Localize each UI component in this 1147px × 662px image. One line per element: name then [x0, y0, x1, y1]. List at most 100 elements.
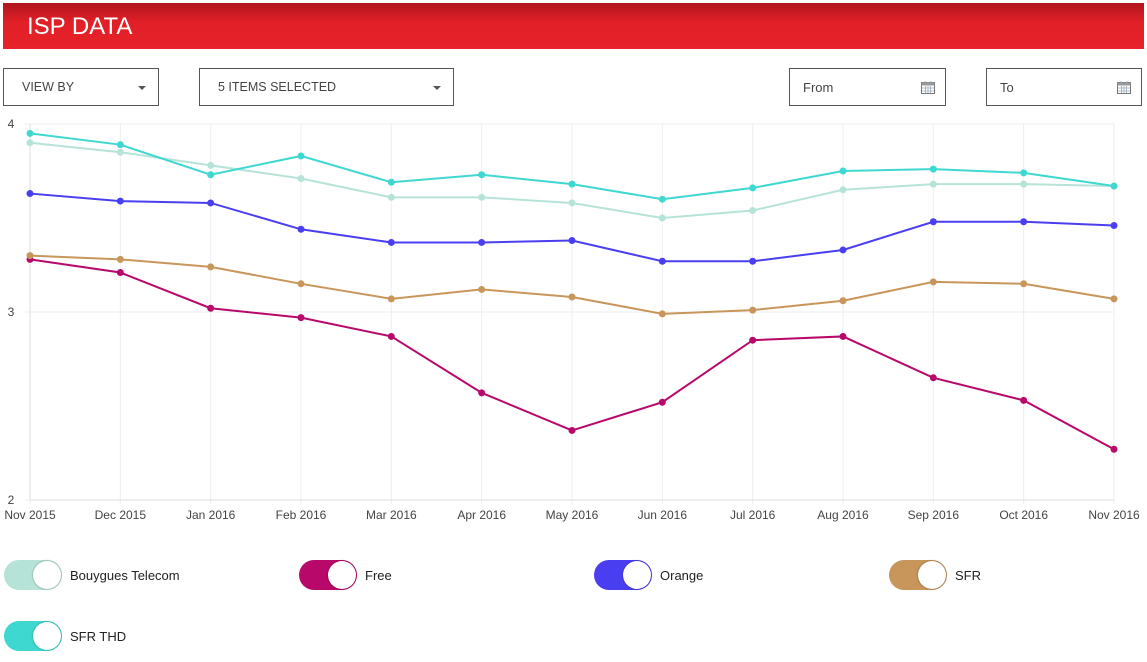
data-point-orange	[839, 246, 847, 254]
x-tick-label: Apr 2016	[457, 508, 506, 522]
data-point-bouygues-telecom	[207, 161, 215, 169]
data-point-bouygues-telecom	[658, 214, 666, 222]
data-point-orange	[749, 257, 757, 265]
data-point-orange	[26, 190, 34, 198]
items-select-dropdown[interactable]: 5 ITEMS SELECTED	[199, 68, 454, 106]
data-point-sfr-thd	[387, 178, 395, 186]
data-point-bouygues-telecom	[387, 193, 395, 201]
toggle-knob	[33, 622, 61, 650]
series-toggle[interactable]	[299, 560, 357, 590]
data-point-free	[478, 389, 486, 397]
x-tick-label: Dec 2015	[95, 508, 147, 522]
data-point-free	[1020, 396, 1028, 404]
data-point-sfr-thd	[568, 180, 576, 188]
x-tick-label: Nov 2016	[1088, 508, 1140, 522]
toggle-knob	[33, 561, 61, 589]
data-point-sfr-thd	[929, 165, 937, 173]
data-point-sfr-thd	[116, 141, 124, 149]
data-point-bouygues-telecom	[297, 175, 305, 183]
data-point-free	[207, 304, 215, 312]
data-point-sfr	[749, 306, 757, 314]
data-point-sfr-thd	[1020, 169, 1028, 177]
data-point-sfr-thd	[297, 152, 305, 160]
data-point-free	[387, 332, 395, 340]
x-tick-label: Mar 2016	[366, 508, 417, 522]
x-tick-label: Jan 2016	[186, 508, 236, 522]
to-placeholder: To	[1000, 79, 1014, 95]
legend-label: SFR THD	[70, 628, 127, 644]
calendar-icon[interactable]	[921, 80, 935, 94]
data-point-sfr	[116, 255, 124, 263]
legend-label: Bouygues Telecom	[70, 567, 180, 583]
x-tick-label: Jul 2016	[730, 508, 776, 522]
toggle-knob	[918, 561, 946, 589]
calendar-icon[interactable]	[1117, 80, 1131, 94]
y-tick-label: 2	[8, 493, 15, 507]
data-point-orange	[929, 218, 937, 226]
data-point-sfr-thd	[26, 129, 34, 137]
view-by-dropdown[interactable]: VIEW BY	[3, 68, 159, 106]
data-point-bouygues-telecom	[568, 199, 576, 207]
data-point-sfr-thd	[1110, 182, 1118, 190]
data-point-orange	[297, 225, 305, 233]
toggle-knob	[623, 561, 651, 589]
data-point-sfr	[297, 280, 305, 288]
line-chart: 2 3 4 Nov 2015 Dec 2015 Jan 2016 Feb 2016 Mar 2…	[4, 117, 1140, 522]
legend-label: Free	[365, 567, 392, 583]
page-title: ISP DATA	[27, 13, 133, 40]
x-tick-label: May 2016	[546, 508, 599, 522]
data-point-free	[839, 332, 847, 340]
data-point-free	[749, 336, 757, 344]
data-point-sfr-thd	[749, 184, 757, 192]
data-point-sfr	[478, 285, 486, 293]
data-point-free	[658, 398, 666, 406]
toggle-knob	[328, 561, 356, 589]
view-by-label: VIEW BY	[22, 80, 75, 94]
data-point-orange	[1020, 218, 1028, 226]
legend-item-orange[interactable]: Orange	[594, 560, 703, 590]
items-selected-label: 5 ITEMS SELECTED	[218, 80, 337, 94]
data-point-bouygues-telecom	[1020, 180, 1028, 188]
data-point-orange	[478, 238, 486, 246]
data-point-sfr-thd	[478, 171, 486, 179]
data-point-bouygues-telecom	[26, 139, 34, 147]
from-placeholder: From	[803, 79, 834, 95]
data-point-orange	[658, 257, 666, 265]
data-point-sfr	[1020, 280, 1028, 288]
data-point-bouygues-telecom	[749, 206, 757, 214]
data-point-free	[929, 374, 937, 382]
data-point-sfr	[658, 310, 666, 318]
x-tick-label: Jun 2016	[638, 508, 688, 522]
x-tick-label: Nov 2015	[4, 508, 56, 522]
y-tick-label: 3	[8, 305, 15, 319]
series-toggle[interactable]	[4, 621, 62, 651]
data-point-free	[568, 426, 576, 434]
data-point-free	[1110, 445, 1118, 453]
data-point-bouygues-telecom	[478, 193, 486, 201]
y-tick-label: 4	[8, 117, 15, 131]
data-point-sfr-thd	[839, 167, 847, 175]
legend-item-sfr[interactable]: SFR	[889, 560, 981, 590]
data-point-sfr	[568, 293, 576, 301]
series-toggle[interactable]	[4, 560, 62, 590]
x-tick-label: Feb 2016	[276, 508, 327, 522]
legend-item-sfr-thd[interactable]: SFR THD	[4, 621, 126, 651]
data-point-sfr	[1110, 295, 1118, 303]
data-point-sfr	[387, 295, 395, 303]
data-point-orange	[387, 238, 395, 246]
page-header: ISP DATA	[3, 3, 1144, 49]
data-point-sfr	[207, 263, 215, 271]
data-point-sfr-thd	[658, 195, 666, 203]
data-point-orange	[568, 237, 576, 245]
to-date-input[interactable]: To	[986, 68, 1142, 106]
legend-item-bouygues-telecom[interactable]: Bouygues Telecom	[4, 560, 180, 590]
x-tick-label: Sep 2016	[908, 508, 960, 522]
caret-down-icon	[138, 86, 146, 90]
data-point-bouygues-telecom	[839, 186, 847, 194]
legend-label: SFR	[955, 567, 981, 583]
legend-item-free[interactable]: Free	[299, 560, 392, 590]
series-toggle[interactable]	[889, 560, 947, 590]
data-point-free	[297, 314, 305, 322]
from-date-input[interactable]: From	[789, 68, 946, 106]
series-toggle[interactable]	[594, 560, 652, 590]
